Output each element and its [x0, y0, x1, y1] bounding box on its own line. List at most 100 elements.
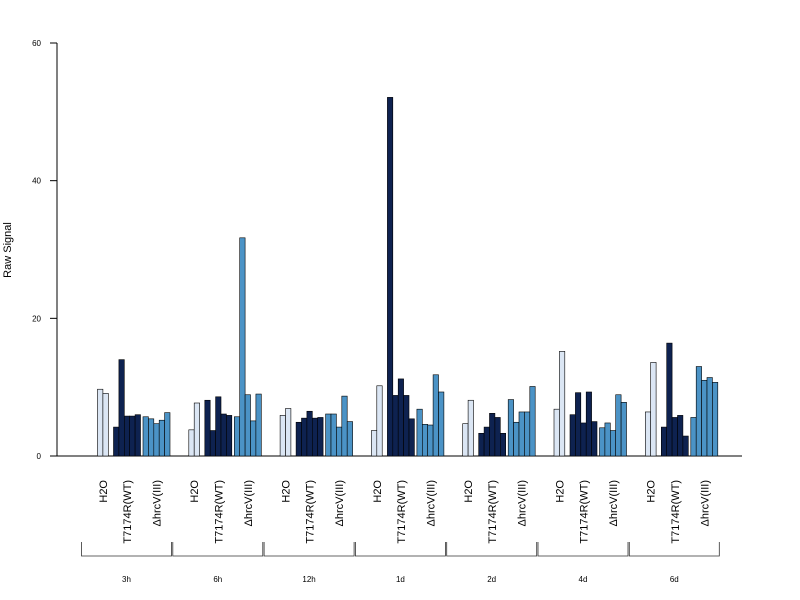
bar	[285, 408, 292, 457]
x-tick-label: T7174R(WT)	[305, 480, 317, 544]
bar	[158, 419, 165, 457]
timepoint-group-4d	[553, 351, 627, 457]
x-tick-label: H2O	[281, 480, 293, 503]
bar	[483, 426, 490, 457]
bar	[330, 413, 337, 457]
bar	[134, 414, 141, 457]
time-bracket	[263, 542, 355, 557]
time-bracket	[172, 542, 264, 557]
bar	[346, 421, 353, 457]
bar	[494, 417, 501, 457]
y-tick-label: 40	[32, 177, 41, 186]
x-tick-label: T7174R(WT)	[213, 480, 225, 544]
bar	[467, 399, 474, 457]
x-tick-label: ΔhrcV(III)	[243, 480, 255, 526]
bar	[518, 411, 525, 457]
time-label: 6d	[670, 575, 679, 584]
x-tick-label: H2O	[189, 480, 201, 503]
bar	[580, 422, 587, 457]
bar	[336, 426, 343, 457]
bar	[226, 415, 233, 457]
bar	[650, 362, 657, 457]
time-bracket	[446, 542, 538, 557]
bar	[615, 394, 622, 457]
timepoint-group-1d	[371, 97, 445, 457]
timepoint-group-3h	[97, 359, 171, 457]
bar	[644, 411, 651, 457]
bar	[660, 426, 667, 457]
bar	[317, 417, 324, 457]
bar	[524, 411, 531, 457]
bar	[575, 392, 582, 457]
x-tick-label: H2O	[98, 480, 110, 503]
y-tick-label: 60	[32, 39, 41, 48]
bar	[325, 413, 332, 457]
x-tick-label: ΔhrcV(III)	[608, 480, 620, 526]
x-tick-label: H2O	[554, 480, 566, 503]
y-tick-label: 20	[32, 314, 41, 323]
bar	[408, 418, 415, 457]
bar	[142, 416, 149, 457]
bar	[682, 435, 689, 457]
x-tick-label: ΔhrcV(III)	[334, 480, 346, 526]
bar	[188, 429, 195, 457]
y-tick-label: 0	[37, 452, 42, 461]
bar	[97, 388, 104, 457]
time-label: 4d	[579, 575, 588, 584]
bar	[279, 415, 286, 457]
bar	[499, 432, 506, 457]
time-brackets: 3h 6h 12h 1d 2d 4d 6d	[81, 542, 720, 584]
x-tick-label: ΔhrcV(III)	[699, 480, 711, 526]
bar	[620, 402, 627, 457]
bar	[677, 415, 684, 457]
bar	[295, 421, 302, 457]
bar	[529, 386, 536, 457]
time-bracket	[81, 542, 172, 557]
bar	[706, 377, 713, 457]
bar	[569, 414, 576, 457]
bar	[604, 422, 611, 457]
bar	[392, 395, 399, 457]
bar	[129, 415, 136, 457]
timepoint-group-12h	[279, 395, 353, 457]
timepoint-group-2d	[462, 386, 536, 457]
time-label: 6h	[213, 575, 222, 584]
bar	[215, 396, 222, 457]
bar	[701, 379, 708, 457]
bar	[255, 393, 262, 457]
bar	[591, 421, 598, 457]
bar	[387, 97, 394, 457]
x-tick-label: H2O	[463, 480, 475, 503]
bar	[559, 351, 566, 457]
bar	[113, 426, 120, 457]
x-tick-label: T7174R(WT)	[396, 480, 408, 544]
bar	[124, 415, 131, 457]
bar	[421, 424, 428, 457]
x-tick-label: H2O	[372, 480, 384, 503]
bar	[438, 391, 445, 457]
bar	[690, 417, 697, 457]
x-tick-label: T7174R(WT)	[579, 480, 591, 544]
bar	[403, 395, 410, 457]
bar	[220, 413, 227, 457]
time-bracket	[355, 542, 446, 557]
bar	[193, 402, 200, 457]
bar	[153, 423, 160, 457]
x-tick-label: ΔhrcV(III)	[425, 480, 437, 526]
time-label: 2d	[487, 575, 496, 584]
bar	[102, 393, 109, 457]
time-bracket	[628, 542, 720, 557]
bar	[397, 378, 404, 457]
timepoint-group-6h	[188, 237, 262, 457]
bar	[462, 423, 469, 457]
bar	[478, 432, 485, 457]
bar	[599, 427, 606, 457]
bar	[666, 342, 673, 457]
bar	[164, 412, 171, 457]
bar	[712, 382, 719, 457]
bar	[244, 394, 251, 457]
bar	[671, 417, 678, 457]
bar	[432, 374, 439, 457]
bar	[553, 408, 560, 457]
